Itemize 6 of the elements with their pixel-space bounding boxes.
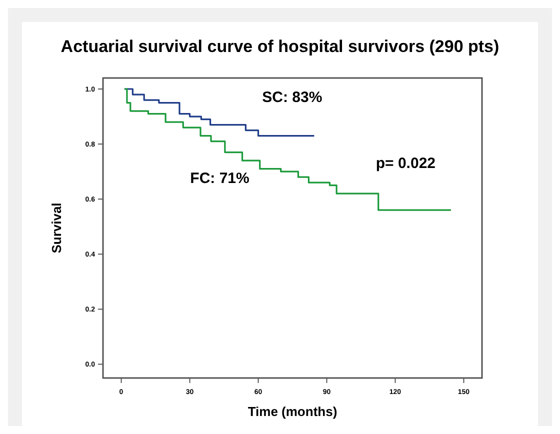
- y-axis-title: Survival: [49, 202, 64, 254]
- x-axis-title: Time (months): [248, 404, 338, 419]
- annotation: p= 0.022: [376, 155, 436, 172]
- annotation: FC: 71%: [190, 170, 250, 187]
- annotation: SC: 83%: [262, 89, 322, 106]
- chart-title: Actuarial survival curve of hospital survivors (290 pts): [60, 37, 500, 56]
